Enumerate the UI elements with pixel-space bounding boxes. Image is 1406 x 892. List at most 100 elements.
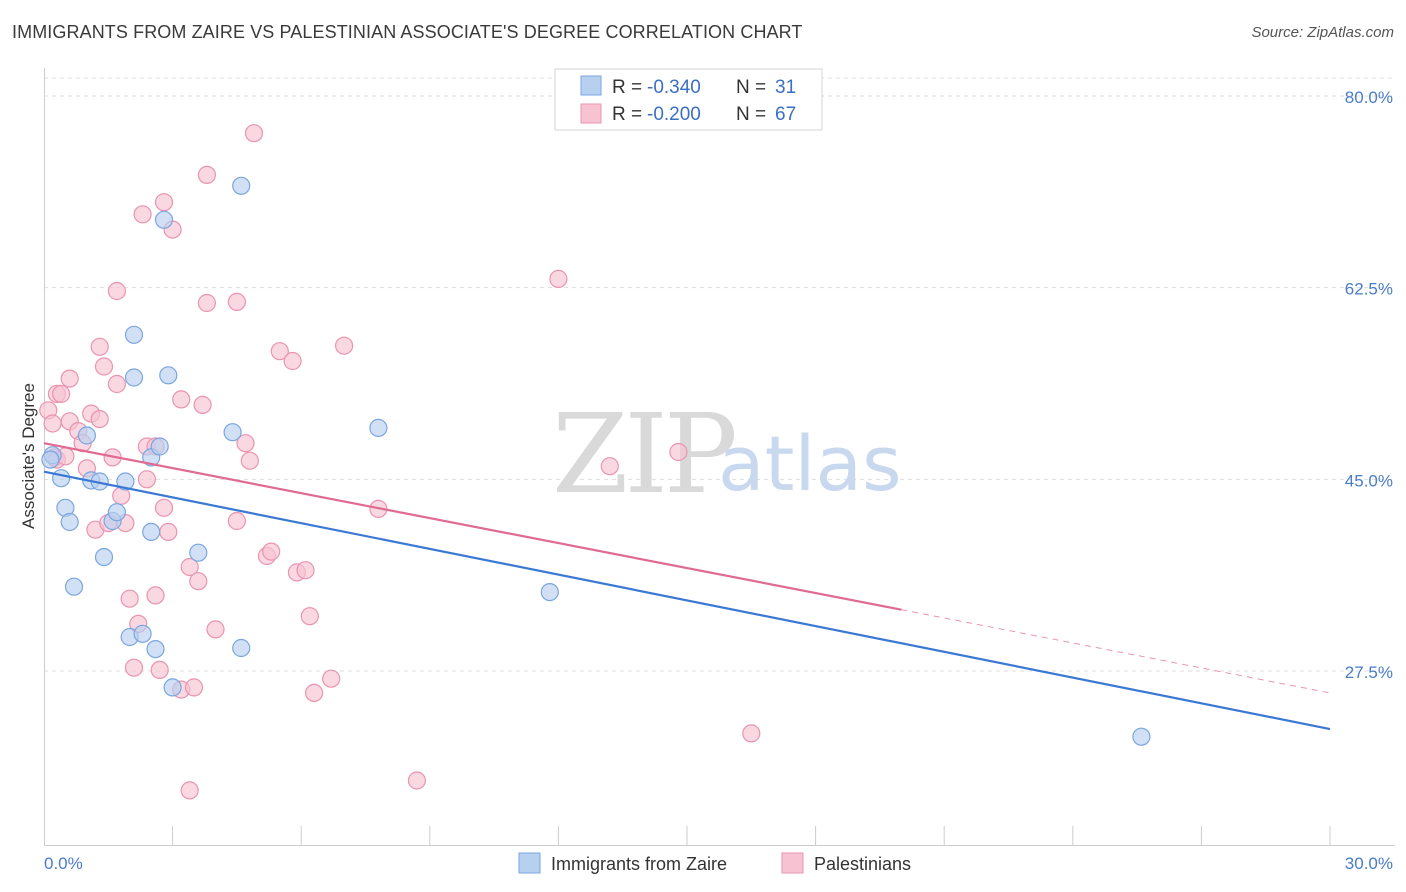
watermark-zip: ZIP	[552, 390, 735, 518]
y-tick-label-1: 62.5%	[1345, 280, 1393, 299]
trend-line-palestinians	[43, 442, 902, 611]
point-zaire-12	[124, 325, 144, 344]
point-palestinians-38	[180, 557, 199, 577]
point-palestinians-49	[240, 451, 259, 470]
point-palestinians-44	[197, 165, 216, 184]
point-palestinians-30	[146, 586, 165, 605]
point-zaire-3	[60, 512, 79, 532]
point-zaire-8	[64, 577, 84, 596]
x-tick-label-min: 0.0%	[44, 854, 83, 873]
point-zaire-28	[540, 582, 559, 602]
y-tick-label-0: 80.0%	[1345, 88, 1393, 107]
stats-r-value-zaire: -0.340	[647, 77, 701, 98]
point-zaire-4	[77, 426, 97, 445]
point-palestinians-36	[172, 390, 191, 409]
point-palestinians-8	[60, 369, 79, 388]
point-palestinians-43	[197, 293, 216, 313]
stats-n-label-palestinians: N =	[736, 104, 766, 125]
point-zaire-24	[223, 423, 242, 442]
y-axis-tick-labels: 80.0% 62.5% 45.0% 27.5%	[1345, 88, 1393, 682]
stats-n-value-palestinians: 67	[775, 104, 796, 125]
stats-n-label-zaire: N =	[736, 77, 766, 98]
point-palestinians-32	[154, 193, 174, 212]
point-palestinians-54	[283, 351, 302, 371]
y-tick-label-3: 27.5%	[1345, 663, 1393, 682]
point-palestinians-59	[322, 669, 341, 688]
point-palestinians-20	[107, 281, 127, 301]
y-tick-label-2: 45.0%	[1345, 471, 1393, 490]
point-zaire-18	[146, 639, 165, 659]
point-palestinians-24	[124, 658, 144, 677]
point-palestinians-42	[193, 395, 212, 414]
point-palestinians-62	[407, 771, 426, 790]
stats-r-value-palestinians: -0.200	[647, 104, 701, 125]
point-palestinians-46	[227, 511, 246, 531]
point-zaire-15	[133, 624, 152, 643]
x-tick-label-max: 30.0%	[1345, 854, 1393, 873]
trend-line-zaire	[43, 470, 1331, 731]
point-palestinians-23	[120, 589, 139, 608]
stats-n-value-zaire: 31	[775, 77, 796, 98]
legend: Immigrants from Zaire Palestinians	[518, 852, 911, 874]
point-palestinians-57	[300, 607, 319, 626]
legend-swatch-zaire	[518, 852, 541, 874]
point-zaire-21	[159, 366, 178, 385]
stats-r-label-zaire: R =	[612, 77, 642, 98]
watermark: ZIP atlas	[552, 390, 902, 518]
point-zaire-10	[107, 503, 127, 522]
point-zaire-27	[369, 418, 388, 437]
point-palestinians-31	[150, 660, 169, 680]
point-palestinians-64	[669, 442, 688, 462]
stats-swatch-palestinians	[580, 103, 602, 124]
point-palestinians-33	[154, 498, 174, 517]
point-palestinians-1	[43, 414, 62, 433]
point-zaire-20	[154, 210, 174, 229]
point-zaire-17	[142, 522, 161, 542]
stats-r-label-palestinians: R =	[612, 104, 642, 125]
series-palestinians-points	[39, 124, 761, 800]
legend-label-zaire: Immigrants from Zaire	[551, 854, 727, 874]
point-palestinians-47	[227, 292, 246, 311]
series-zaire-points	[41, 176, 1151, 746]
gridlines	[44, 77, 1395, 672]
point-palestinians-63	[600, 457, 619, 476]
point-zaire-13	[124, 368, 144, 387]
point-zaire-23	[189, 543, 208, 562]
y-axis-label: Associate's Degree	[19, 383, 38, 529]
point-palestinians-45	[206, 620, 225, 639]
point-palestinians-16	[94, 357, 114, 376]
point-zaire-30	[41, 450, 60, 469]
point-zaire-22	[163, 678, 182, 697]
chart-title: IMMIGRANTS FROM ZAIRE VS PALESTINIAN ASS…	[12, 22, 803, 42]
point-palestinians-15	[90, 337, 109, 356]
point-palestinians-52	[262, 542, 281, 561]
point-palestinians-34	[159, 522, 178, 542]
point-zaire-29	[1132, 727, 1151, 746]
point-palestinians-65	[742, 724, 761, 743]
point-zaire-1	[51, 469, 71, 488]
stats-box: R = -0.340 N = 31 R = -0.200 N = 67	[554, 68, 823, 131]
legend-label-palestinians: Palestinians	[814, 854, 911, 874]
trend-line-palestinians-extrapolated	[901, 609, 1331, 694]
x-axis-ticks	[172, 826, 1331, 845]
point-zaire-26	[232, 176, 251, 195]
legend-swatch-palestinians	[781, 852, 804, 874]
source-credit: Source: ZipAtlas.com	[1251, 24, 1394, 41]
point-palestinians-50	[244, 124, 264, 143]
point-zaire-11	[116, 472, 135, 491]
point-palestinians-58	[305, 683, 324, 703]
point-palestinians-5	[51, 384, 71, 403]
point-zaire-19	[150, 437, 169, 456]
point-palestinians-56	[296, 561, 315, 580]
point-palestinians-19	[107, 374, 127, 394]
stats-swatch-zaire	[580, 75, 602, 96]
point-palestinians-60	[335, 336, 354, 355]
point-palestinians-26	[133, 205, 152, 224]
point-palestinians-48	[236, 434, 255, 453]
point-zaire-7	[94, 547, 114, 567]
point-palestinians-41	[189, 572, 208, 591]
point-zaire-25	[232, 638, 251, 658]
point-palestinians-40	[184, 678, 204, 697]
point-palestinians-53	[270, 342, 289, 361]
